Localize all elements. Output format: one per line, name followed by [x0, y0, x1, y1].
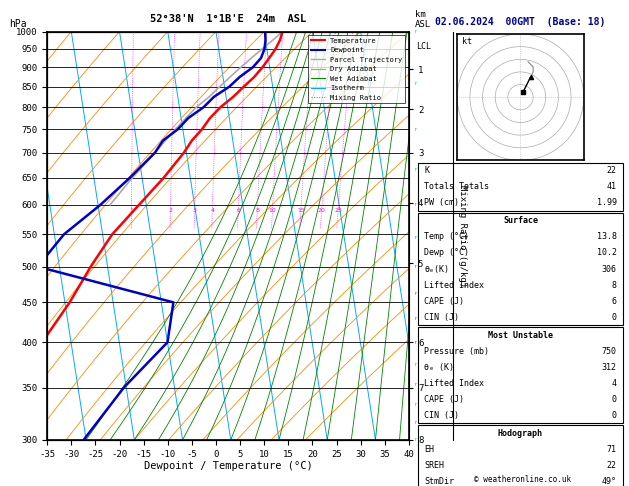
Text: 750: 750 [601, 347, 616, 356]
Text: 1: 1 [130, 208, 133, 213]
Text: 1.99: 1.99 [596, 198, 616, 208]
Legend: Temperature, Dewpoint, Parcel Trajectory, Dry Adiabat, Wet Adiabat, Isotherm, Mi: Temperature, Dewpoint, Parcel Trajectory… [308, 35, 405, 104]
Text: 4: 4 [611, 379, 616, 388]
Text: 02.06.2024  00GMT  (Base: 18): 02.06.2024 00GMT (Base: 18) [435, 17, 606, 27]
Text: CAPE (J): CAPE (J) [425, 296, 464, 306]
Text: r: r [413, 29, 417, 34]
Text: © weatheronline.co.uk: © weatheronline.co.uk [474, 474, 571, 484]
Text: r: r [413, 340, 417, 345]
Text: km
ASL: km ASL [415, 10, 431, 29]
Text: EH: EH [425, 445, 435, 454]
Text: Totals Totals: Totals Totals [425, 182, 489, 191]
Text: SREH: SREH [425, 461, 445, 470]
Text: r: r [413, 420, 417, 425]
Text: 22: 22 [606, 461, 616, 470]
Text: LCL: LCL [416, 42, 431, 51]
Text: 312: 312 [601, 363, 616, 372]
Text: StmDir: StmDir [425, 477, 454, 486]
Text: 4: 4 [210, 208, 214, 213]
Text: 6: 6 [611, 296, 616, 306]
Text: θₑ (K): θₑ (K) [425, 363, 454, 372]
Text: Pressure (mb): Pressure (mb) [425, 347, 489, 356]
Text: Hodograph: Hodograph [498, 429, 543, 438]
Text: CIN (J): CIN (J) [425, 312, 459, 322]
Text: r: r [413, 81, 417, 87]
Text: 13.8: 13.8 [596, 232, 616, 242]
Text: 41: 41 [606, 182, 616, 191]
Text: Lifted Index: Lifted Index [425, 379, 484, 388]
Text: Temp (°C): Temp (°C) [425, 232, 469, 242]
Text: Lifted Index: Lifted Index [425, 280, 484, 290]
Text: 0: 0 [611, 395, 616, 404]
Text: 3: 3 [192, 208, 197, 213]
X-axis label: Dewpoint / Temperature (°C): Dewpoint / Temperature (°C) [143, 461, 313, 471]
Text: kt: kt [462, 37, 472, 46]
Text: r: r [413, 401, 417, 407]
Text: hPa: hPa [9, 19, 27, 29]
Text: 10: 10 [269, 208, 276, 213]
Text: r: r [413, 382, 417, 387]
Text: 0: 0 [611, 411, 616, 420]
Text: 2: 2 [169, 208, 172, 213]
Text: 306: 306 [601, 264, 616, 274]
Text: Dewp (°C): Dewp (°C) [425, 248, 469, 258]
Text: r: r [413, 235, 417, 240]
Text: r: r [413, 264, 417, 269]
Text: 10.2: 10.2 [596, 248, 616, 258]
Text: r: r [413, 437, 417, 442]
Text: 6: 6 [237, 208, 240, 213]
Text: 52°38'N  1°1B'E  24m  ASL: 52°38'N 1°1B'E 24m ASL [150, 14, 306, 24]
Text: 20: 20 [318, 208, 326, 213]
Text: r: r [413, 362, 417, 366]
Text: 8: 8 [611, 280, 616, 290]
Text: CAPE (J): CAPE (J) [425, 395, 464, 404]
Text: r: r [413, 167, 417, 172]
Text: r: r [413, 202, 417, 208]
Y-axis label: Mixing Ratio (g/kg): Mixing Ratio (g/kg) [458, 185, 467, 287]
Text: θₑ(K): θₑ(K) [425, 264, 449, 274]
Text: 0: 0 [611, 312, 616, 322]
Text: r: r [413, 291, 417, 296]
Text: PW (cm): PW (cm) [425, 198, 459, 208]
Text: 71: 71 [606, 445, 616, 454]
Text: r: r [413, 316, 417, 321]
Text: r: r [413, 127, 417, 132]
Text: 25: 25 [334, 208, 342, 213]
Text: 15: 15 [297, 208, 304, 213]
Text: Surface: Surface [503, 216, 538, 226]
Text: Most Unstable: Most Unstable [488, 330, 553, 340]
Text: 49°: 49° [601, 477, 616, 486]
Text: K: K [425, 166, 430, 175]
Text: 8: 8 [255, 208, 259, 213]
Text: CIN (J): CIN (J) [425, 411, 459, 420]
Text: 22: 22 [606, 166, 616, 175]
